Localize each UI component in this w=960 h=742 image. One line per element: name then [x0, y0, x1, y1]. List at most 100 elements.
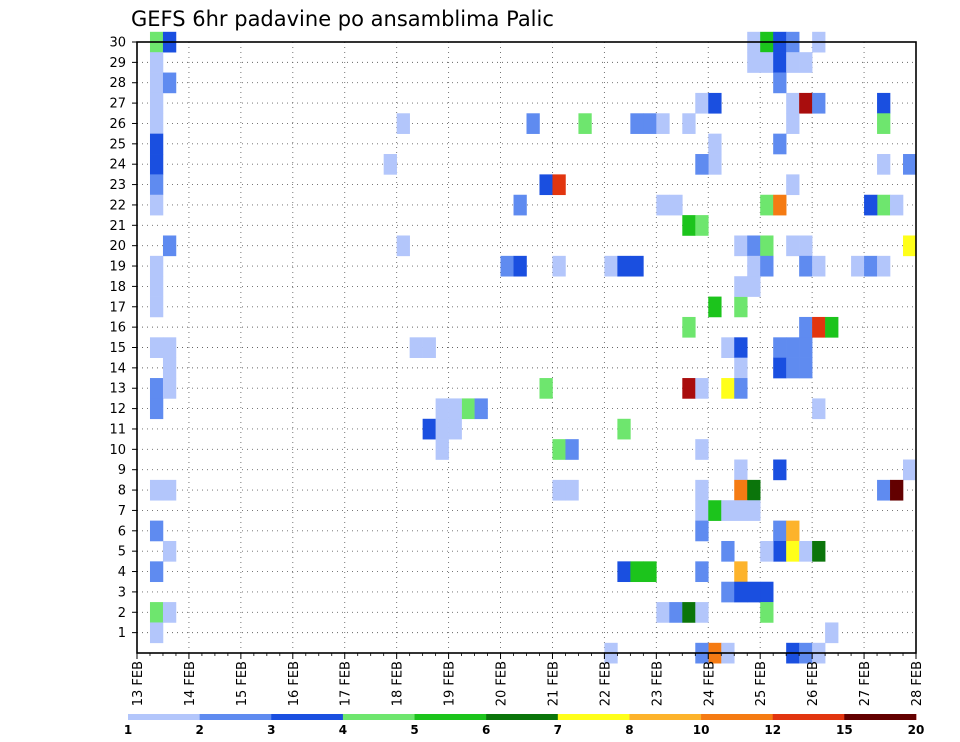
y-tick-label: 21	[109, 219, 126, 234]
x-tick-label: 23 FEB	[650, 661, 665, 706]
y-tick-label: 25	[109, 137, 126, 152]
y-tick-label: 26	[109, 117, 126, 132]
heatmap-cell	[747, 479, 761, 501]
heatmap-cell	[799, 357, 813, 379]
legend-swatch	[772, 714, 845, 720]
legend-label: 10	[693, 723, 710, 737]
heatmap-cell	[734, 276, 748, 297]
y-tick-label: 23	[109, 178, 126, 193]
legend-swatch	[199, 714, 272, 720]
x-tick-label: 22 FEB	[598, 661, 613, 706]
heatmap-cell	[695, 215, 709, 236]
heatmap-cell	[812, 540, 826, 562]
heatmap-cell	[721, 378, 735, 399]
y-tick-label: 13	[109, 382, 126, 397]
y-tick-label: 4	[118, 565, 126, 580]
legend-label: 1	[124, 723, 132, 737]
heatmap-cell	[786, 52, 800, 73]
heatmap-cell	[643, 561, 657, 583]
heatmap-cell	[812, 316, 826, 338]
heatmap-cell	[734, 337, 748, 358]
heatmap-cell	[617, 561, 631, 583]
heatmap-cell	[552, 255, 566, 277]
heatmap-cell	[149, 52, 164, 73]
heatmap-cell	[812, 92, 826, 114]
x-tick-label: 27 FEB	[858, 661, 873, 706]
heatmap-cell	[773, 337, 787, 358]
heatmap-cell	[630, 255, 644, 277]
heatmap-cell	[539, 378, 553, 399]
heatmap-cell	[721, 540, 735, 562]
heatmap-cell	[149, 174, 164, 196]
y-tick-label: 15	[109, 341, 126, 356]
heatmap-cell	[760, 540, 774, 562]
x-tick-label: 21 FEB	[546, 661, 561, 706]
heatmap-cell	[786, 235, 800, 257]
heatmap-cell	[734, 500, 748, 521]
heatmap-cell	[812, 398, 826, 420]
heatmap-cell	[435, 398, 449, 420]
y-tick-label: 2	[118, 606, 126, 621]
x-tick-label: 16 FEB	[287, 661, 302, 706]
heatmap-cell	[799, 92, 813, 114]
heatmap-cell	[825, 316, 839, 338]
heatmap-cell	[903, 235, 917, 257]
heatmap-cell	[682, 602, 696, 623]
chart-title: GEFS 6hr padavine po ansamblima Palic	[131, 7, 554, 31]
heatmap-cell	[747, 255, 761, 277]
legend-swatch	[128, 714, 201, 720]
heatmap-cell	[786, 113, 800, 134]
heatmap-cell	[786, 357, 800, 379]
heatmap-cell	[552, 439, 566, 460]
heatmap-cell	[786, 337, 800, 358]
heatmap-cell	[747, 581, 761, 603]
heatmap-cell	[890, 194, 904, 216]
y-tick-label: 19	[109, 260, 126, 275]
heatmap-cell	[851, 255, 865, 277]
heatmap-cell	[747, 276, 761, 297]
x-tick-label: 14 FEB	[183, 661, 198, 706]
heatmap-cell	[630, 113, 644, 134]
heatmap-cell	[877, 154, 891, 175]
heatmap-cell	[461, 398, 475, 420]
heatmap-cell	[734, 459, 748, 481]
heatmap-cell	[162, 540, 177, 562]
heatmap-cell	[656, 602, 670, 623]
heatmap-cell	[149, 561, 164, 583]
heatmap-cell	[799, 337, 813, 358]
heatmap-cell	[773, 540, 787, 562]
heatmap-cell	[422, 337, 436, 358]
heatmap-cells	[149, 31, 917, 664]
heatmap-cell	[773, 357, 787, 379]
heatmap-cell	[708, 154, 722, 175]
heatmap-cell	[760, 235, 774, 257]
y-tick-label: 1	[118, 626, 126, 641]
heatmap-cell	[669, 602, 683, 623]
y-tick-label: 22	[109, 198, 126, 213]
heatmap-cell	[630, 561, 644, 583]
heatmap-cell	[747, 235, 761, 257]
x-tick-label: 19 FEB	[443, 661, 458, 706]
heatmap-cell	[149, 276, 164, 297]
x-tick-label: 13 FEB	[131, 661, 146, 706]
heatmap-cell	[864, 255, 878, 277]
heatmap-cell	[695, 520, 709, 542]
x-tick-label: 17 FEB	[339, 661, 354, 706]
heatmap-cell	[682, 215, 696, 236]
heatmap-cell	[513, 194, 527, 216]
heatmap-cell	[747, 52, 761, 73]
heatmap-cell	[708, 500, 722, 521]
heatmap-cell	[162, 337, 177, 358]
heatmap-cell	[877, 479, 891, 501]
heatmap-cell	[877, 92, 891, 114]
x-tick-label: 28 FEB	[910, 661, 925, 706]
legend-label: 4	[339, 723, 347, 737]
heatmap-cell	[149, 622, 164, 644]
heatmap-cell	[721, 337, 735, 358]
y-tick-label: 10	[109, 443, 126, 458]
heatmap-cell	[760, 255, 774, 277]
y-tick-label: 9	[118, 463, 126, 478]
heatmap-cell	[396, 235, 410, 257]
heatmap-cell	[149, 398, 164, 420]
legend-label: 7	[554, 723, 562, 737]
